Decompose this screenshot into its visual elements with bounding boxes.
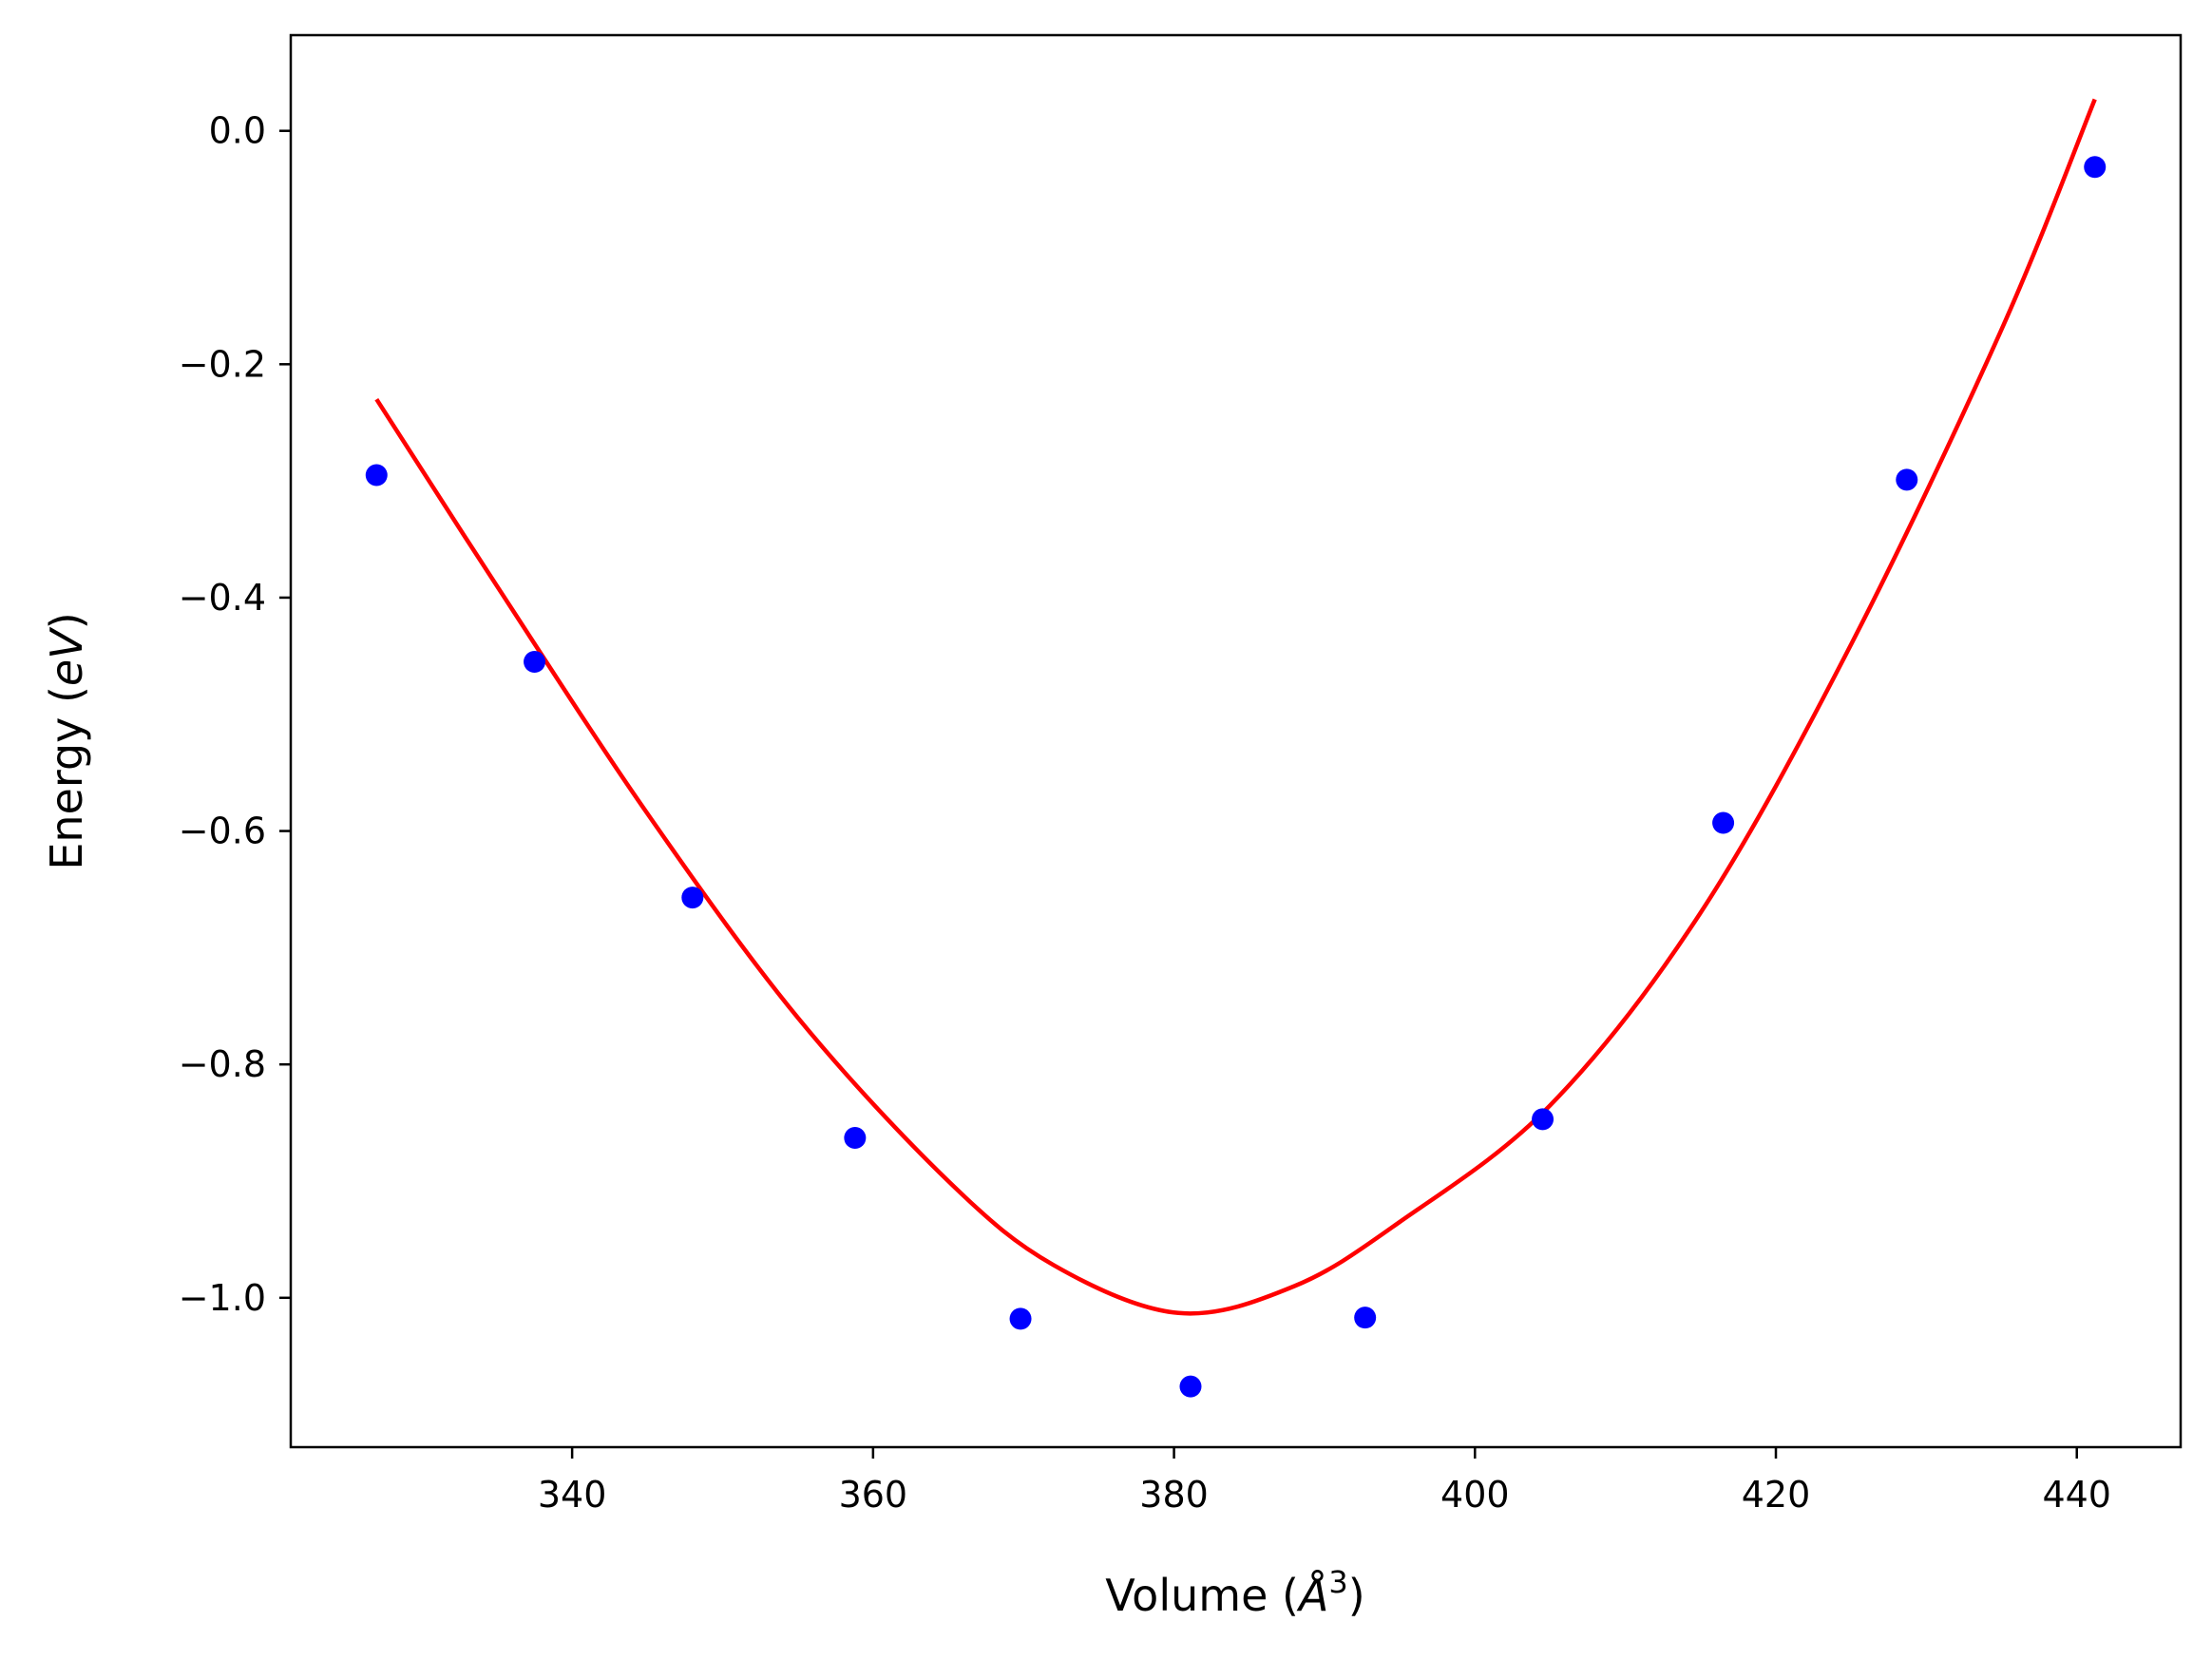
x-tick-label: 400	[1440, 1474, 1510, 1516]
data-point	[524, 650, 546, 673]
data-point	[1009, 1307, 1032, 1330]
data-point	[1712, 811, 1735, 834]
y-tick-label: −0.4	[179, 577, 266, 619]
x-tick-label: 420	[1742, 1474, 1811, 1516]
data-points-layer	[365, 156, 2107, 1398]
x-tick-label: 440	[2042, 1474, 2111, 1516]
y-tick-label: −0.8	[179, 1043, 266, 1085]
y-axis-label: Energy (eV)	[41, 612, 92, 869]
fit-curve-line	[374, 98, 2097, 1316]
data-point	[2084, 156, 2107, 179]
plot-frame	[289, 33, 2183, 1449]
y-tick-label: −0.2	[179, 343, 266, 385]
y-tick-label: 0.0	[209, 110, 266, 152]
data-point	[1179, 1375, 1202, 1398]
data-point	[681, 887, 704, 909]
fit-curve-layer	[374, 98, 2097, 1316]
data-point	[844, 1127, 867, 1150]
x-tick-label: 360	[839, 1474, 908, 1516]
y-tick-label: −0.6	[179, 811, 266, 852]
data-point	[365, 464, 388, 487]
y-tick-label: −1.0	[179, 1277, 266, 1319]
x-tick-label: 380	[1139, 1474, 1209, 1516]
x-axis-label: Volume (Å3)	[1105, 1564, 1364, 1621]
x-tick-label: 340	[538, 1474, 607, 1516]
data-point	[1896, 468, 1918, 491]
data-point	[1354, 1307, 1377, 1329]
x-axis-ticks: 340 360 380 400 420 440	[538, 1447, 2111, 1516]
y-axis-ticks: 0.0 −0.2 −0.4 −0.6 −0.8 −1.0	[179, 110, 291, 1319]
data-point	[1532, 1108, 1554, 1131]
